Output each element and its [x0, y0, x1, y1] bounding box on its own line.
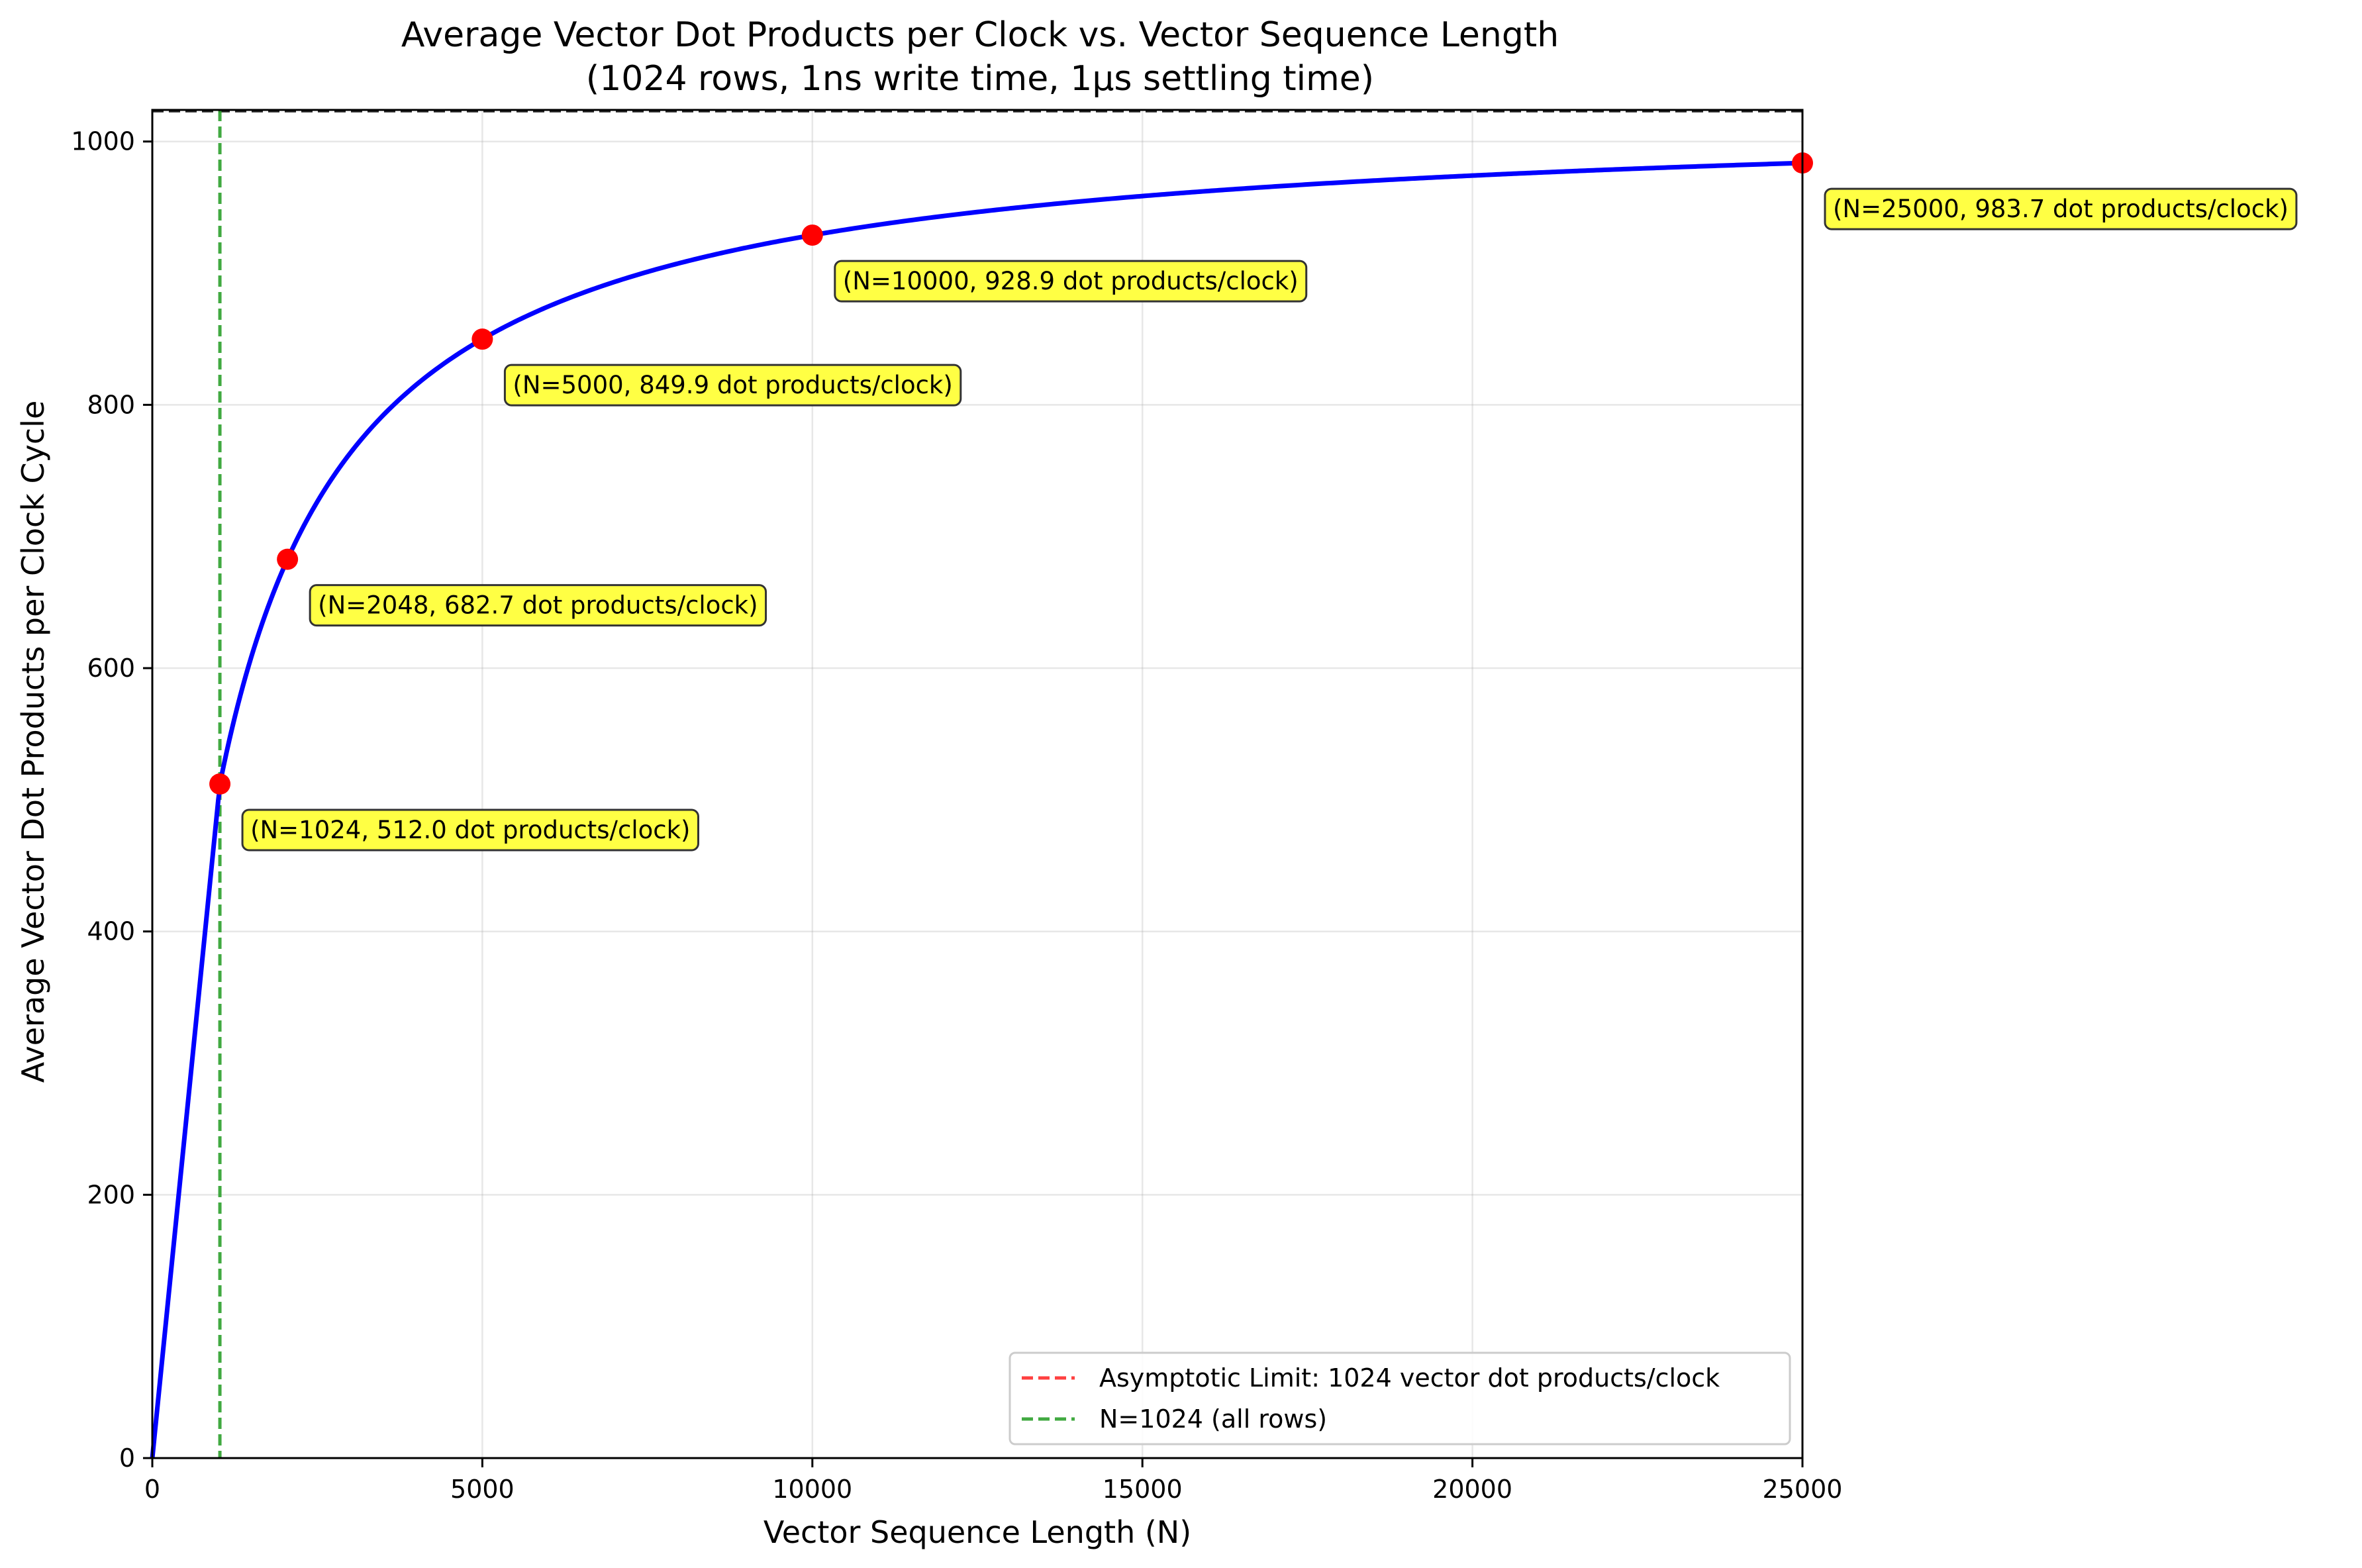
x-tick-label: 10000: [772, 1475, 852, 1504]
plot-frame: [151, 109, 1804, 1459]
y-tick-label: 0: [119, 1444, 135, 1473]
x-tick-label: 0: [144, 1475, 160, 1504]
annotation-label: (N=5000, 849.9 dot products/clock): [513, 371, 952, 399]
data-point: [471, 328, 493, 350]
data-point: [801, 224, 823, 246]
data-point: [209, 773, 231, 795]
x-tick-label: 25000: [1763, 1475, 1843, 1504]
reference-lines: [152, 110, 1802, 1458]
curve-layer: [150, 160, 1803, 1459]
annotation-label: (N=10000, 928.9 dot products/clock): [843, 267, 1299, 295]
legend-box: [1009, 1351, 1791, 1446]
chart-subtitle: (1024 rows, 1ns write time, 1µs settling…: [586, 59, 1374, 99]
annotation-label: (N=2048, 682.7 dot products/clock): [318, 591, 758, 620]
annotation-label: (N=25000, 983.7 dot products/clock): [1833, 195, 2288, 223]
chart-title: Average Vector Dot Products per Clock vs…: [401, 15, 1559, 55]
y-tick-label: 600: [87, 654, 135, 683]
annotation-box: [503, 364, 962, 407]
y-tick-label: 400: [87, 917, 135, 946]
data-point: [277, 548, 299, 570]
y-tick-label: 1000: [71, 127, 135, 156]
legend: Asymptotic Limit: 1024 vector dot produc…: [1009, 1351, 1791, 1446]
point-annotation: (N=1024, 512.0 dot products/clock): [241, 808, 699, 852]
x-tick-label: 15000: [1103, 1475, 1183, 1504]
point-annotation: (N=5000, 849.9 dot products/clock): [503, 364, 962, 407]
legend-label-n1024: N=1024 (all rows): [1099, 1404, 1327, 1434]
annotation-box: [834, 260, 1308, 303]
point-annotation: (N=25000, 983.7 dot products/clock): [1824, 187, 2298, 230]
annotation-box: [241, 808, 699, 852]
x-axis-label: Vector Sequence Length (N): [763, 1514, 1191, 1550]
point-annotation: (N=2048, 682.7 dot products/clock): [309, 584, 767, 627]
point-annotation: (N=10000, 928.9 dot products/clock): [834, 260, 1308, 303]
y-tick-label: 800: [87, 390, 135, 419]
ticks-layer: 0 5000 10000 15000 20000 25000 0 200 400 600 800 10…: [71, 127, 1842, 1504]
points-layer: [209, 152, 1813, 795]
annotation-label: (N=1024, 512.0 dot products/clock): [250, 816, 690, 844]
grid: [151, 110, 1804, 1459]
y-tick-label: 200: [87, 1180, 135, 1209]
x-tick-label: 20000: [1432, 1475, 1512, 1504]
legend-label-asymptote: Asymptotic Limit: 1024 vector dot produc…: [1099, 1363, 1720, 1393]
annotation-box: [1824, 187, 2298, 230]
plot-border: [151, 109, 1804, 1459]
y-axis-label: Average Vector Dot Products per Clock Cy…: [15, 401, 51, 1083]
x-tick-label: 5000: [450, 1475, 515, 1504]
annotations-layer: (N=1024, 512.0 dot products/clock) (N=204…: [241, 187, 2298, 852]
throughput-curve: [150, 160, 1803, 1459]
annotation-box: [309, 584, 767, 627]
